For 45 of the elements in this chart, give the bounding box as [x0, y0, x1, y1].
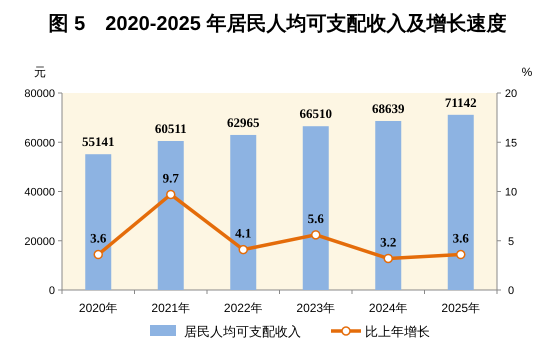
- y-axis-title: 元: [34, 65, 46, 79]
- x-tick-label: 2025年: [441, 301, 480, 315]
- point: [311, 230, 320, 240]
- data-label: 3.6: [452, 230, 470, 246]
- point: [94, 250, 103, 260]
- bar: [158, 140, 184, 290]
- x-tick-label: 2020年: [78, 301, 118, 315]
- chart-title: 图 5 2020-2025 年居民人均可支配收入及增长速度: [48, 12, 506, 35]
- y2-tick-label: 20: [504, 88, 518, 100]
- data-label: 71142: [444, 94, 477, 110]
- data-label: 55141: [82, 134, 114, 150]
- point: [384, 254, 393, 264]
- data-label: 3.2: [380, 234, 396, 250]
- x-tick-label: 2022年: [224, 301, 263, 315]
- data-label: 4.1: [235, 226, 252, 241]
- y-tick-label: 40000: [24, 186, 55, 198]
- bar: [302, 126, 329, 290]
- bar: [448, 114, 474, 290]
- data-label: 60511: [154, 120, 187, 136]
- y2-tick-label: 0: [508, 285, 514, 297]
- y-tick-label: 20000: [24, 236, 55, 248]
- point: [166, 190, 176, 200]
- y2-tick-label: 5: [508, 236, 514, 248]
- data-label: 68639: [372, 100, 405, 116]
- point: [456, 250, 466, 260]
- y2-tick-label: 10: [504, 186, 518, 198]
- point: [238, 244, 248, 254]
- bar: [375, 120, 402, 290]
- data-label: 66510: [300, 106, 332, 122]
- y2-tick-label: 15: [504, 137, 518, 150]
- data-label: 3.6: [90, 230, 107, 246]
- x-tick-label: 2024年: [368, 301, 408, 315]
- bar: [85, 154, 112, 290]
- data-label: 62965: [227, 114, 260, 130]
- bar: [230, 134, 256, 290]
- y2-axis-title: %: [522, 65, 533, 79]
- data-label: 9.7: [162, 170, 180, 186]
- y-tick-label: 0: [48, 285, 55, 297]
- x-tick-label: 2023年: [296, 301, 336, 315]
- legend-label: 居民人均可支配收入: [184, 324, 301, 339]
- x-tick-label: 2021年: [151, 301, 190, 315]
- data-label: 5.6: [308, 210, 324, 226]
- legend-label: 比上年增长: [365, 324, 430, 339]
- y-tick-label: 60000: [24, 137, 55, 150]
- y-tick-label: 80000: [24, 88, 55, 100]
